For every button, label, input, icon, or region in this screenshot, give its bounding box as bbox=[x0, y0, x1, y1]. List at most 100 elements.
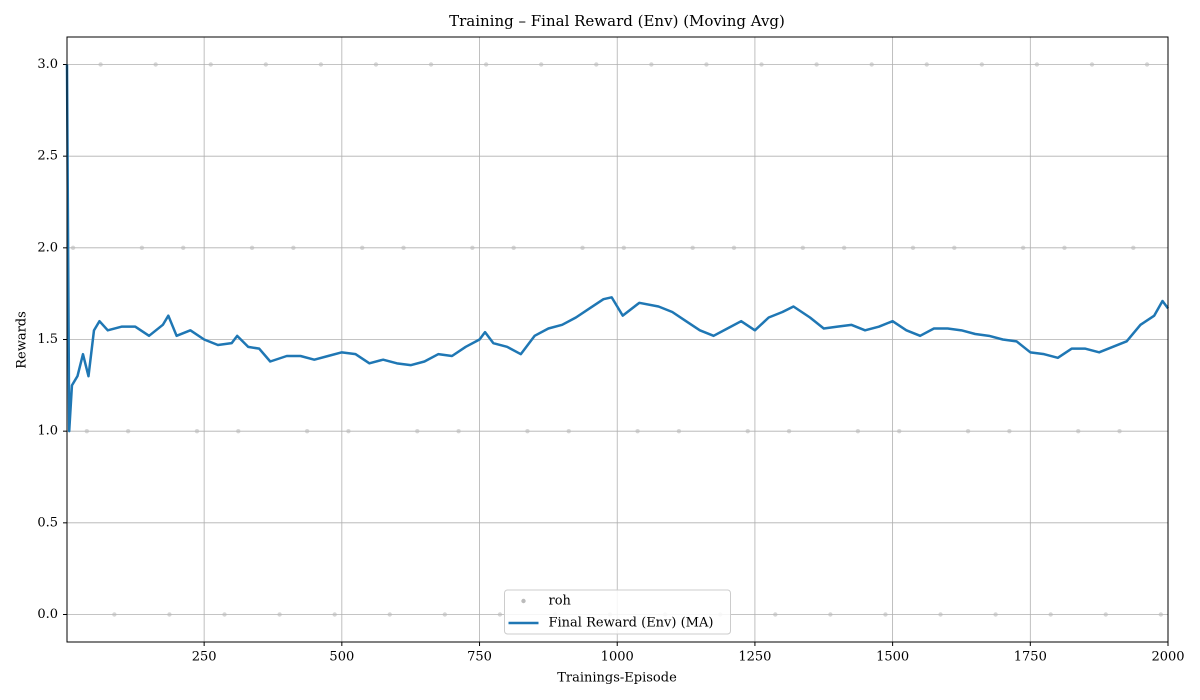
raw-point bbox=[635, 428, 640, 434]
x-tick-label: 1500 bbox=[876, 650, 909, 665]
raw-point bbox=[318, 62, 324, 67]
raw-point bbox=[869, 62, 874, 67]
raw-point bbox=[1048, 612, 1053, 617]
raw-point bbox=[208, 62, 213, 67]
raw-point bbox=[1144, 62, 1150, 67]
raw-point bbox=[1034, 62, 1040, 67]
raw-point bbox=[745, 428, 750, 434]
raw-point bbox=[841, 245, 847, 251]
raw-point bbox=[249, 245, 255, 251]
raw-point bbox=[883, 612, 888, 617]
raw-point bbox=[1103, 612, 1108, 617]
raw-point bbox=[786, 428, 792, 434]
raw-point bbox=[470, 245, 475, 251]
moving-average-line bbox=[65, 64, 1169, 433]
raw-point bbox=[773, 612, 778, 617]
raw-point bbox=[112, 612, 117, 617]
chart-title: Training – Final Reward (Env) (Moving Av… bbox=[449, 12, 785, 30]
raw-point bbox=[580, 245, 585, 251]
raw-point bbox=[759, 62, 764, 67]
legend-label: roh bbox=[549, 594, 572, 609]
y-tick-label: 0.0 bbox=[37, 607, 58, 622]
raw-point bbox=[181, 245, 186, 251]
x-tick-label: 500 bbox=[329, 650, 354, 665]
raw-point bbox=[1089, 62, 1095, 67]
raw-point bbox=[566, 428, 571, 434]
raw-point bbox=[291, 245, 296, 251]
raw-point bbox=[483, 62, 489, 67]
x-tick-label: 2000 bbox=[1151, 650, 1184, 665]
raw-point bbox=[277, 612, 282, 617]
raw-point bbox=[1131, 245, 1136, 251]
y-tick-label: 1.0 bbox=[37, 424, 58, 439]
y-tick-label: 2.5 bbox=[37, 149, 58, 164]
raw-point bbox=[456, 428, 461, 434]
raw-point bbox=[194, 428, 200, 434]
raw-point bbox=[965, 428, 971, 434]
raw-point bbox=[373, 62, 379, 67]
raw-point bbox=[690, 245, 695, 251]
raw-point bbox=[525, 428, 530, 434]
raw-point bbox=[139, 245, 145, 251]
raw-point bbox=[98, 62, 103, 67]
raw-point bbox=[263, 62, 269, 67]
x-tick-label: 250 bbox=[192, 650, 217, 665]
raw-point bbox=[621, 245, 627, 251]
raw-point bbox=[828, 612, 833, 617]
plot-frame bbox=[66, 36, 1169, 643]
legend-marker bbox=[521, 598, 526, 604]
raw-point bbox=[84, 428, 90, 434]
raw-point bbox=[387, 612, 392, 617]
raw-point bbox=[346, 428, 351, 434]
raw-point bbox=[993, 612, 998, 617]
y-axis-label: Rewards bbox=[15, 311, 30, 369]
raw-point bbox=[594, 62, 599, 67]
raw-point bbox=[1007, 428, 1012, 434]
raw-point bbox=[938, 612, 943, 617]
raw-point bbox=[897, 428, 902, 434]
raw-point bbox=[539, 62, 544, 67]
y-tick-label: 1.5 bbox=[37, 332, 58, 347]
raw-point bbox=[236, 428, 241, 434]
x-tick-label: 1750 bbox=[1014, 650, 1047, 665]
raw-point bbox=[415, 428, 420, 434]
raw-point bbox=[704, 62, 709, 67]
raw-point bbox=[511, 245, 516, 251]
raw-point bbox=[497, 612, 503, 617]
raw-point bbox=[401, 245, 406, 251]
legend-box bbox=[504, 589, 731, 635]
raw-point bbox=[1062, 245, 1067, 251]
x-tick-label: 1000 bbox=[601, 650, 634, 665]
raw-point bbox=[731, 245, 737, 251]
legend-label: Final Reward (Env) (MA) bbox=[549, 616, 714, 631]
raw-point bbox=[70, 245, 76, 251]
y-tick-label: 2.0 bbox=[37, 240, 58, 255]
raw-point bbox=[360, 245, 365, 251]
x-tick-label: 750 bbox=[467, 650, 492, 665]
x-tick-label: 1250 bbox=[738, 650, 771, 665]
raw-point bbox=[1076, 428, 1081, 434]
raw-point bbox=[924, 62, 929, 67]
raw-point bbox=[428, 62, 434, 67]
raw-point bbox=[814, 62, 819, 67]
raw-point bbox=[332, 612, 337, 617]
raw-point bbox=[649, 62, 654, 67]
raw-point bbox=[979, 62, 985, 67]
raw-point bbox=[855, 428, 861, 434]
raw-point bbox=[442, 612, 448, 617]
raw-point bbox=[167, 612, 172, 617]
raw-point bbox=[1020, 245, 1026, 251]
raw-point bbox=[153, 62, 158, 67]
raw-point bbox=[676, 428, 682, 434]
raw-point bbox=[952, 245, 957, 251]
raw-point bbox=[910, 245, 916, 251]
raw-point bbox=[125, 428, 131, 434]
y-tick-label: 0.5 bbox=[37, 515, 58, 530]
raw-point bbox=[1117, 428, 1122, 434]
legend: roh Final Reward (Env) (MA) bbox=[504, 589, 731, 635]
raw-point bbox=[800, 245, 806, 251]
raw-point bbox=[1158, 612, 1164, 617]
raw-point bbox=[222, 612, 227, 617]
